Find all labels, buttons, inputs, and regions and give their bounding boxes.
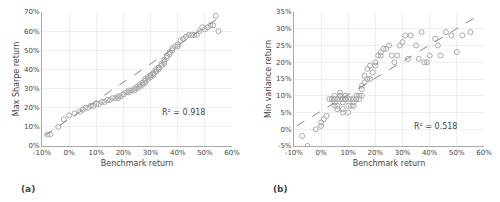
svg-text:Benchmark return: Benchmark return	[101, 159, 174, 168]
svg-text:10%: 10%	[24, 123, 40, 131]
svg-text:-10%: -10%	[285, 149, 303, 157]
svg-text:50%: 50%	[449, 149, 465, 157]
svg-text:60%: 60%	[224, 149, 240, 157]
svg-text:0%: 0%	[28, 142, 39, 150]
svg-text:40%: 40%	[422, 149, 438, 157]
svg-text:50%: 50%	[197, 149, 213, 157]
svg-text:25%: 25%	[276, 42, 292, 50]
svg-text:20%: 20%	[24, 104, 40, 112]
svg-text:(a): (a)	[21, 184, 35, 194]
svg-text:Benchmark return: Benchmark return	[353, 159, 426, 168]
svg-text:0%: 0%	[64, 149, 75, 157]
svg-text:R² = 0.518: R² = 0.518	[414, 122, 457, 131]
svg-text:R² = 0.918: R² = 0.918	[162, 108, 205, 117]
svg-text:35%: 35%	[276, 8, 292, 16]
svg-text:0%: 0%	[280, 126, 291, 134]
svg-text:40%: 40%	[170, 149, 186, 157]
svg-text:60%: 60%	[476, 149, 492, 157]
svg-text:30%: 30%	[24, 85, 40, 93]
svg-text:30%: 30%	[276, 25, 292, 33]
svg-text:10%: 10%	[340, 149, 356, 157]
svg-text:20%: 20%	[368, 149, 384, 157]
svg-text:10%: 10%	[276, 92, 292, 100]
svg-text:30%: 30%	[395, 149, 411, 157]
svg-text:70%: 70%	[24, 8, 40, 16]
svg-text:10%: 10%	[89, 149, 105, 157]
svg-text:0%: 0%	[316, 149, 327, 157]
svg-text:20%: 20%	[116, 149, 132, 157]
svg-text:Min variance return: Min variance return	[264, 40, 273, 118]
svg-text:50%: 50%	[24, 47, 40, 55]
svg-text:20%: 20%	[276, 59, 292, 67]
svg-text:-5%: -5%	[278, 142, 292, 150]
svg-text:(b): (b)	[273, 184, 288, 194]
svg-text:5%: 5%	[280, 109, 291, 117]
svg-text:40%: 40%	[24, 66, 40, 74]
svg-text:-10%: -10%	[33, 149, 51, 157]
svg-text:30%: 30%	[143, 149, 159, 157]
svg-text:60%: 60%	[24, 28, 40, 36]
svg-text:Max Sharpe return: Max Sharpe return	[12, 42, 21, 116]
svg-text:15%: 15%	[276, 75, 292, 83]
